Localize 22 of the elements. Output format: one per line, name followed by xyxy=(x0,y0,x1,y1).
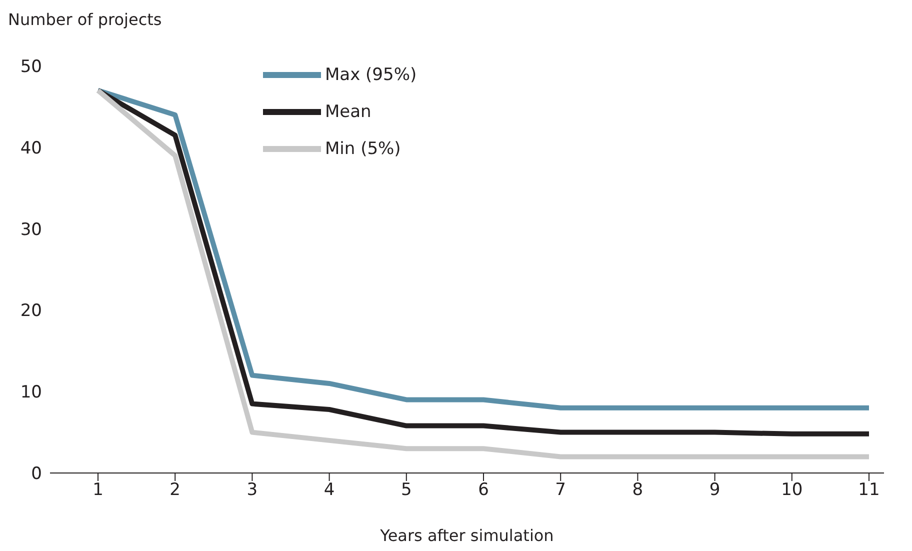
x-tick-label: 10 xyxy=(781,480,803,500)
legend-label: Mean xyxy=(325,102,372,122)
x-tick-label: 11 xyxy=(858,480,880,500)
y-tick-label: 10 xyxy=(20,382,42,403)
x-axis-title: Years after simulation xyxy=(379,526,554,545)
legend-label: Max (95%) xyxy=(325,64,417,84)
y-tick-label: 40 xyxy=(20,138,42,158)
x-tick-label: 5 xyxy=(400,480,412,500)
y-tick-label: 50 xyxy=(20,57,42,78)
x-tick-label: 1 xyxy=(92,480,104,500)
x-tick-label: 3 xyxy=(246,480,258,500)
legend-label: Min (5%) xyxy=(325,138,401,158)
x-tick-label: 7 xyxy=(555,480,566,500)
x-tick-label: 9 xyxy=(709,480,720,500)
y-tick-label: 30 xyxy=(20,220,42,240)
x-tick-label: 6 xyxy=(478,480,489,500)
x-tick-label: 4 xyxy=(324,480,335,500)
x-tick-label: 8 xyxy=(632,480,644,500)
y-tick-label: 20 xyxy=(20,301,42,322)
y-tick-label: 0 xyxy=(31,464,42,484)
y-axis-title: Number of projects xyxy=(8,10,162,29)
x-tick-label: 2 xyxy=(170,480,181,500)
